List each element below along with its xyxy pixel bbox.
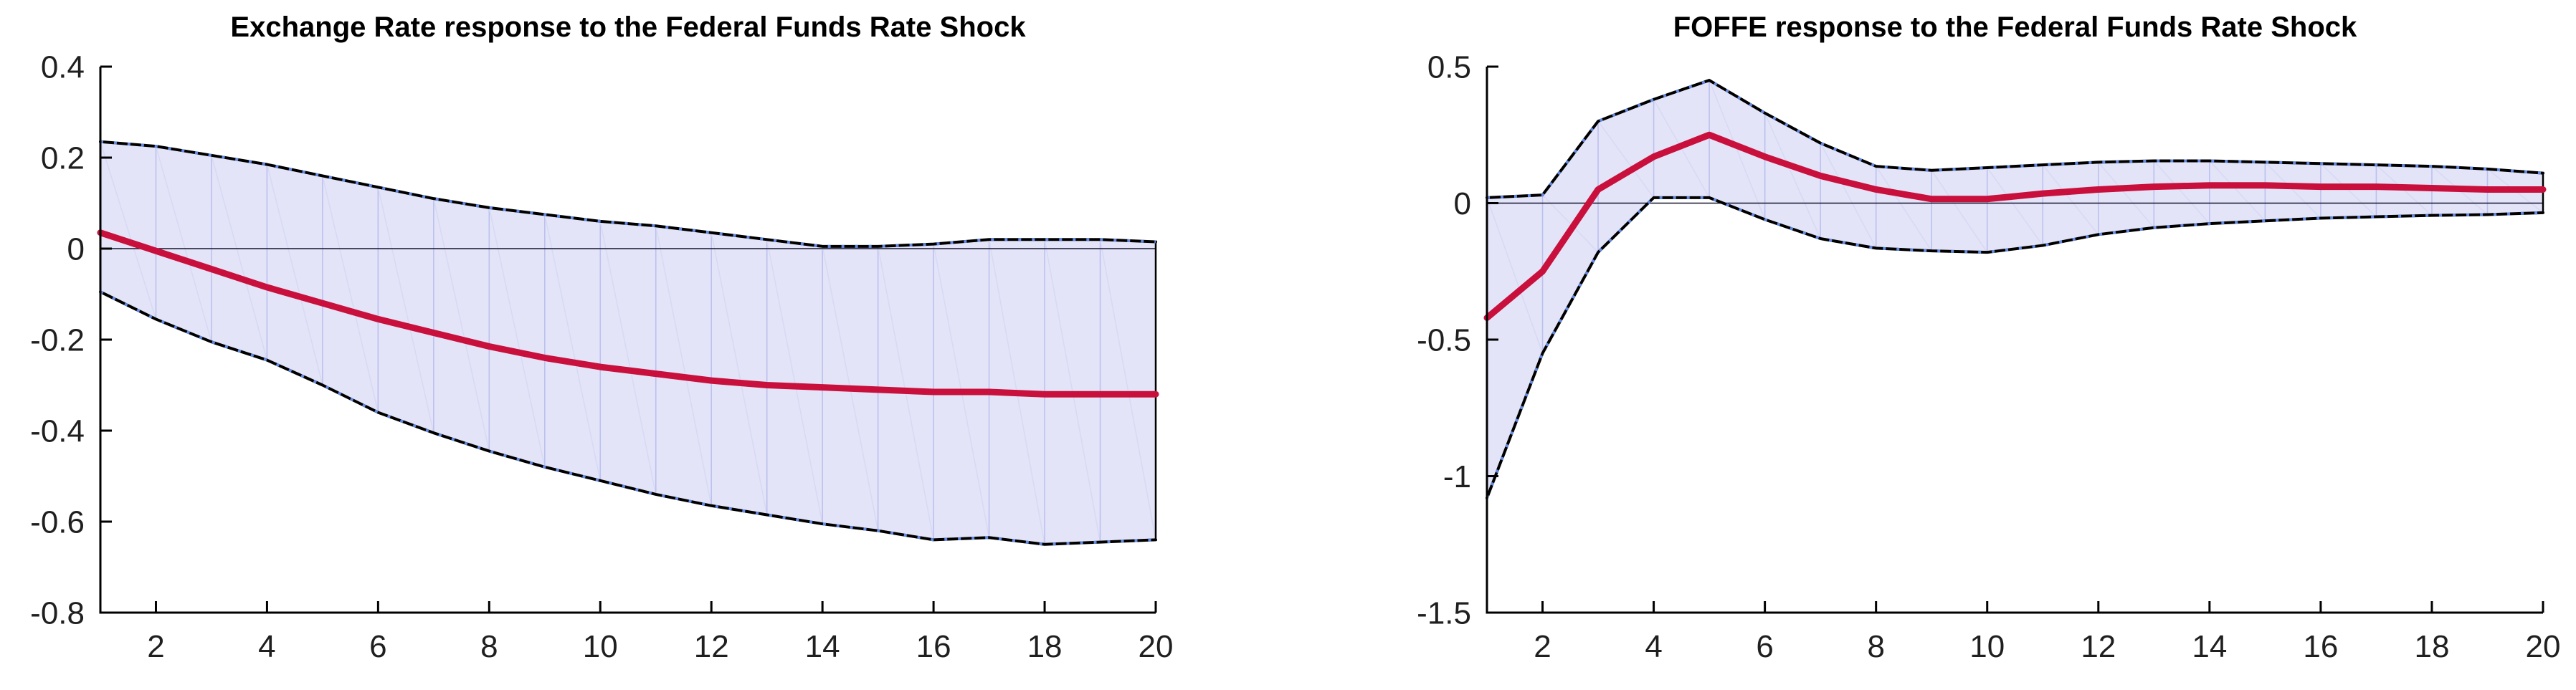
fan-line-diagonal	[266, 164, 323, 385]
y-tick-label: -0.8	[30, 595, 85, 631]
fan-line-diagonal	[211, 155, 268, 360]
x-tick-label: 20	[1139, 629, 1174, 664]
x-tick-label: 4	[1645, 629, 1662, 664]
fan-line-diagonal	[488, 207, 546, 467]
x-tick-label: 10	[1969, 629, 2005, 664]
fan-line-diagonal	[2042, 164, 2099, 235]
y-tick-label: -1	[1443, 459, 1471, 494]
fan-line-diagonal	[544, 214, 602, 481]
fan-line-diagonal	[1541, 194, 1599, 253]
fan-line-diagonal	[2264, 161, 2321, 219]
fan-line-diagonal	[2320, 163, 2377, 218]
x-tick-label: 20	[2526, 629, 2561, 664]
fan-line-diagonal	[2098, 161, 2154, 229]
exchange-rate-plot: 2 4 6 8 10 12 14 16 18 20 0.4 0.2 0 -0.2 -0.4 -0.6 -0.8	[30, 49, 1174, 664]
x-tick-label: 12	[2081, 629, 2116, 664]
x-tick-label: 6	[369, 629, 386, 664]
x-tick-label: 2	[147, 629, 164, 664]
fan-line-diagonal	[100, 141, 157, 320]
fan-line-diagonal	[1820, 143, 1877, 249]
fan-line-diagonal	[377, 187, 434, 433]
x-tick-label: 14	[2192, 629, 2227, 664]
x-tick-label: 14	[805, 629, 840, 664]
y-tick-label: -1.5	[1417, 595, 1471, 631]
x-tick-label: 18	[1027, 629, 1063, 664]
fan-line-diagonal	[2209, 160, 2266, 221]
confidence-band-fill	[100, 141, 1156, 545]
y-tick-label: 0.4	[41, 49, 85, 85]
y-tick-label: -0.6	[30, 504, 85, 540]
chart-exchange-rate: Exchange Rate response to the Federal Fu…	[30, 11, 1174, 664]
fan-line-diagonal	[1099, 239, 1156, 540]
fan-line-diagonal	[322, 176, 379, 413]
y-tick-label: 0.5	[1427, 49, 1471, 85]
median-response-line	[97, 229, 1159, 398]
fan-line-diagonal	[1708, 80, 1766, 220]
chart-foffe: FOFFE response to the Federal Funds Rate…	[1291, 0, 2576, 690]
median-response-line	[1483, 131, 2547, 322]
fan-line-diagonal	[1931, 170, 1988, 253]
confidence-band-upper-edge	[1486, 79, 2544, 199]
y-tick-label: -0.5	[1417, 322, 1471, 358]
x-tick-label: 8	[1867, 629, 1884, 664]
fan-line-diagonal	[155, 145, 212, 342]
fan-line-diagonal	[433, 198, 490, 451]
foffe-plot: 2 4 6 8 10 12 14 16 18 20 0.5 0 -0.5 -1 -1.5	[1417, 49, 2561, 664]
x-tick-label: 10	[583, 629, 618, 664]
x-tick-label: 2	[1534, 629, 1551, 664]
confidence-band-lower-edge	[1486, 196, 2544, 499]
x-tick-label: 16	[2303, 629, 2338, 664]
fan-line-diagonal	[710, 232, 768, 515]
fan-line-diagonal	[599, 221, 657, 495]
y-tick-label: -0.4	[30, 413, 85, 449]
y-tick-label: -0.2	[30, 322, 85, 358]
chart-title-exchange-rate: Exchange Rate response to the Federal Fu…	[230, 11, 1026, 43]
y-tick-label: 0	[67, 231, 85, 267]
fan-line-diagonal	[1764, 112, 1821, 239]
fan-line-diagonal	[1486, 197, 1544, 354]
fan-line-diagonal	[1987, 167, 2043, 246]
fan-line-diagonal	[1597, 120, 1655, 198]
x-tick-label: 16	[916, 629, 951, 664]
x-tick-label: 12	[694, 629, 729, 664]
x-tick-label: 8	[480, 629, 498, 664]
y-tick-label: 0	[1454, 186, 1471, 221]
x-tick-label: 6	[1756, 629, 1773, 664]
confidence-band-upper-edge-markers	[100, 140, 1156, 248]
x-tick-label: 18	[2414, 629, 2449, 664]
fan-line-diagonal	[1044, 239, 1101, 542]
y-tick-label: 0.2	[41, 140, 85, 176]
fan-line-diagonal	[2153, 160, 2210, 224]
confidence-band-lower-edge	[99, 290, 1157, 546]
confidence-band-fill	[1487, 80, 2543, 498]
chart-title-foffe: FOFFE response to the Federal Funds Rate…	[1673, 11, 2357, 43]
fan-line-diagonal	[766, 239, 823, 524]
fan-line-diagonal	[655, 226, 712, 506]
fan-line-diagonal	[1876, 166, 1932, 251]
x-tick-label: 4	[258, 629, 275, 664]
